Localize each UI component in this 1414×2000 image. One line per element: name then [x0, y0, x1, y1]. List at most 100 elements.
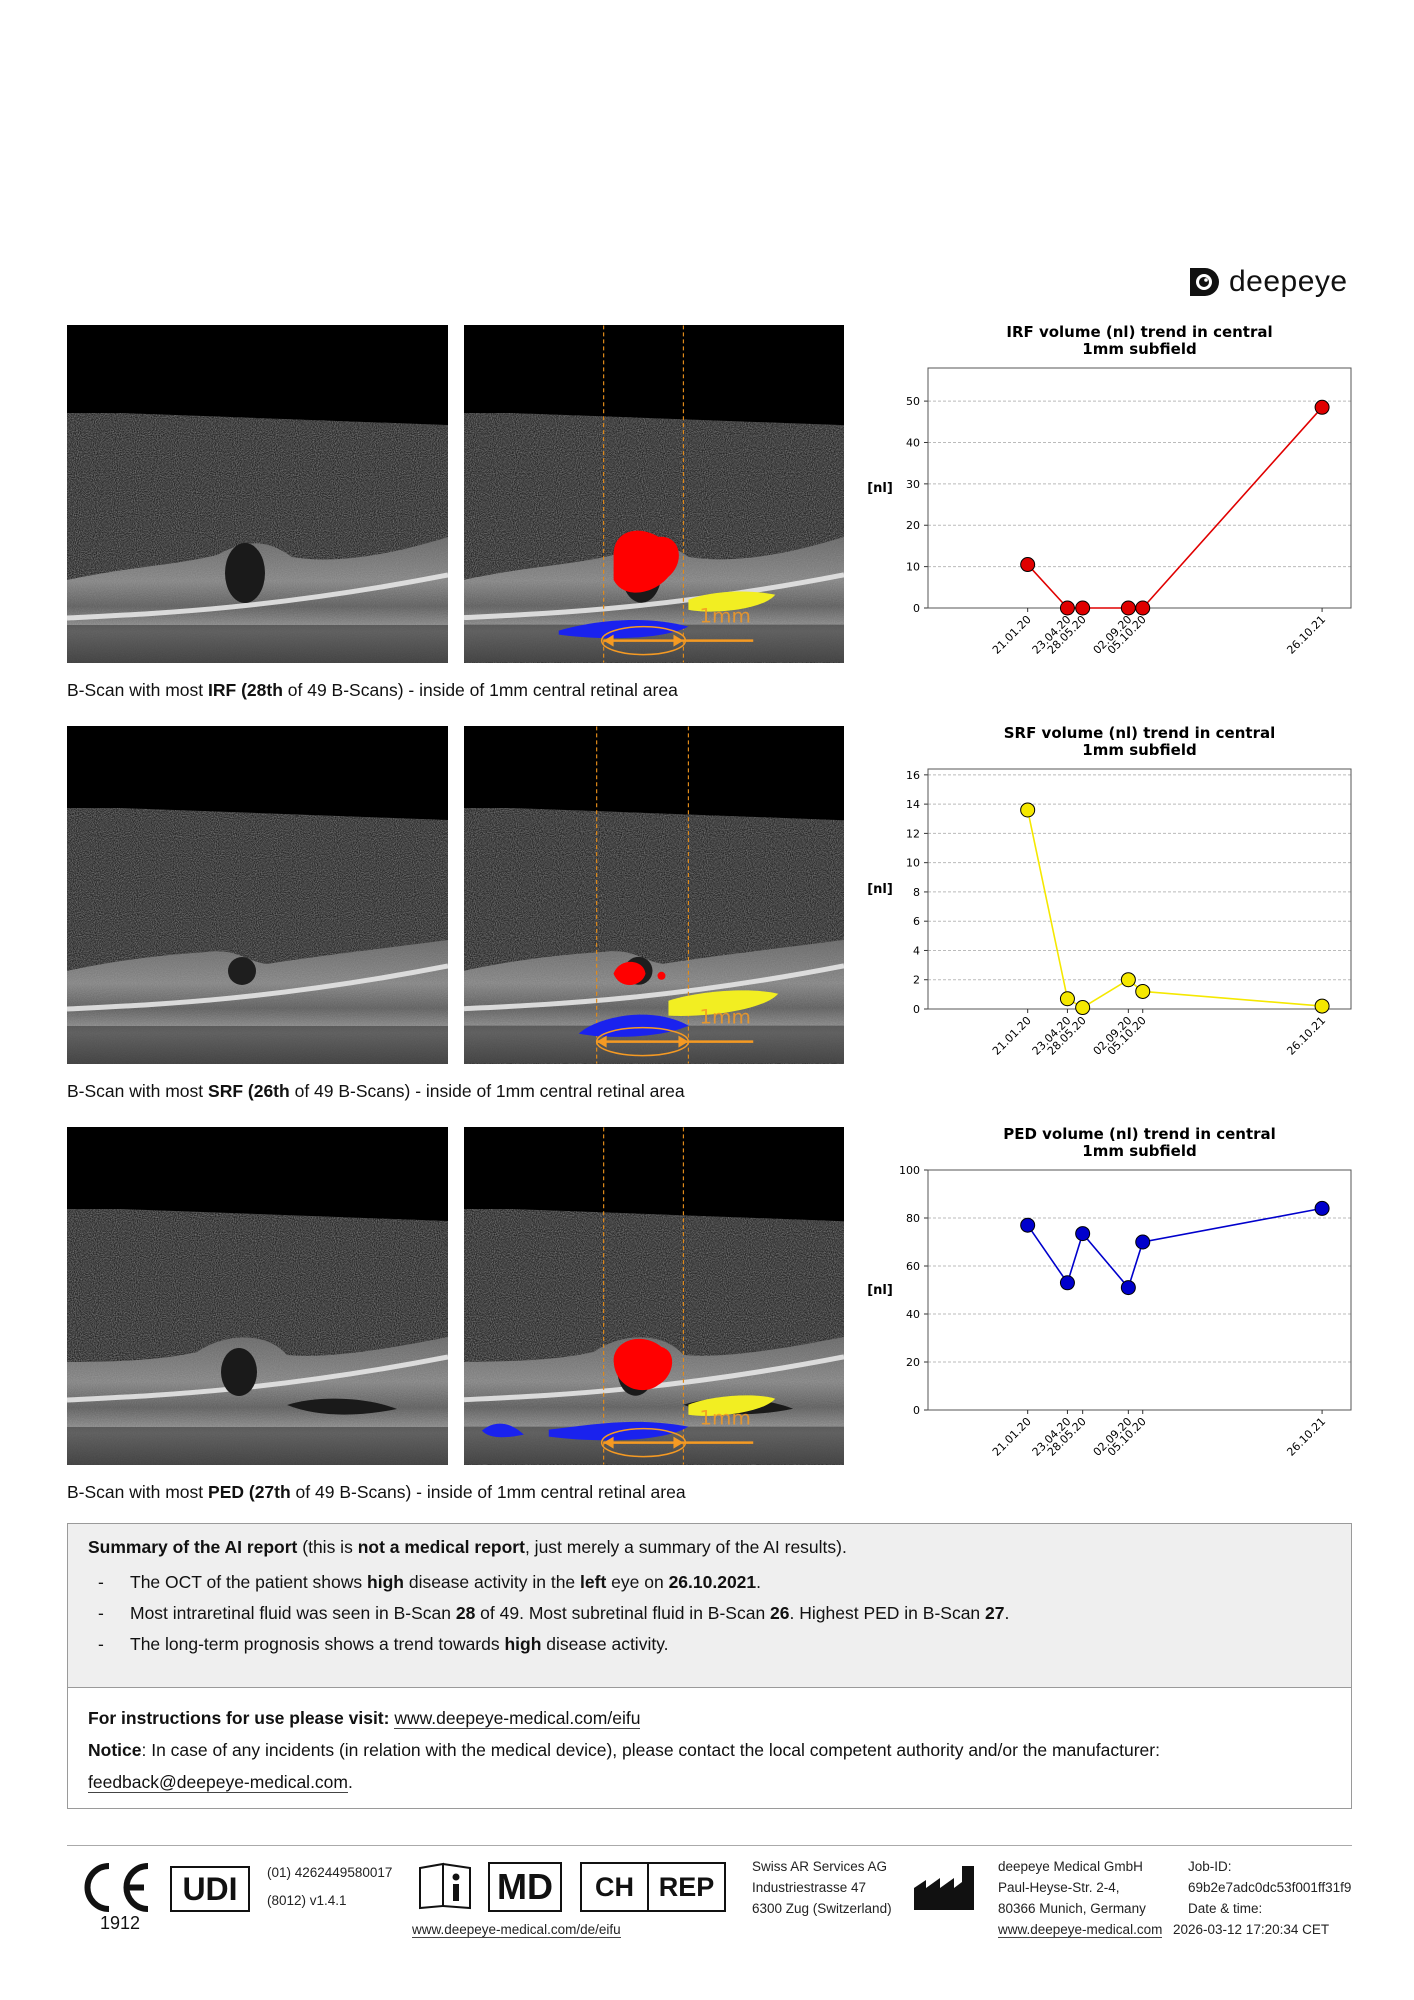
- y-tick-label: 50: [906, 395, 920, 408]
- data-point: [1075, 600, 1091, 616]
- ce-number: 1912: [100, 1913, 141, 1933]
- feedback-email-link[interactable]: feedback@deepeye-medical.com: [88, 1772, 348, 1793]
- data-point: [1135, 1234, 1151, 1250]
- scan-caption-ped: B-Scan with most PED (27th of 49 B-Scans…: [67, 1482, 686, 1502]
- chart-title: 1mm subfield: [1082, 340, 1196, 358]
- summary-title: Summary of the AI report (this is not a …: [88, 1537, 847, 1557]
- one-mm-label: 1mm: [699, 604, 751, 628]
- bscan-segmented-image-srf: 1mm: [464, 726, 844, 1064]
- y-axis-label: [nl]: [867, 1283, 893, 1298]
- chart-title: SRF volume (nl) trend in central: [1004, 724, 1276, 742]
- y-tick-label: 14: [906, 798, 920, 811]
- y-tick-label: 40: [906, 1308, 920, 1321]
- manufacturer-address: deepeye Medical GmbH Paul-Heyse-Str. 2-4…: [998, 1859, 1163, 1938]
- notice-line: Notice: In case of any incidents (in rel…: [88, 1740, 1160, 1793]
- job-info: Job-ID: 69b2e7adc0dc53f001ff31f9 Date & …: [1188, 1859, 1352, 1916]
- series-line: [1027, 406, 1323, 609]
- scan-caption-irf: B-Scan with most IRF (28th of 49 B-Scans…: [67, 680, 678, 700]
- data-point: [1135, 983, 1151, 999]
- brand-name: deepeye: [1229, 265, 1348, 298]
- x-tick-label: 21.01.20: [990, 1014, 1034, 1058]
- bscan-image-ped: [67, 1127, 448, 1465]
- data-point: [1059, 991, 1075, 1007]
- manufacturer-icon: [912, 1862, 980, 1912]
- y-tick-label: 10: [906, 561, 920, 574]
- data-point: [1314, 998, 1330, 1014]
- data-point: [1075, 1226, 1091, 1242]
- ifu-line: For instructions for use please visit: w…: [88, 1708, 641, 1729]
- y-tick-label: 4: [913, 944, 920, 957]
- y-tick-label: 20: [906, 519, 920, 532]
- ch-label: CH: [582, 1864, 650, 1910]
- deepeye-logo: deepeye: [1185, 262, 1355, 302]
- y-tick-label: 20: [906, 1356, 920, 1369]
- report-datetime: 2026-03-12 17:20:34 CET: [1173, 1922, 1330, 1937]
- eye-logo-icon: [1190, 268, 1219, 296]
- ai-summary-box: Summary of the AI report (this is not a …: [67, 1523, 1352, 1809]
- data-point: [1020, 557, 1036, 573]
- y-tick-label: 8: [913, 886, 920, 899]
- bscan-segmented-image-irf: 1mm: [464, 325, 844, 663]
- chart-title: IRF volume (nl) trend in central: [1006, 323, 1272, 341]
- manufacturer-web-link[interactable]: www.deepeye-medical.com: [998, 1922, 1163, 1938]
- summary-item: - The OCT of the patient shows high dise…: [98, 1572, 762, 1592]
- udi-line-1: (01) 4262449580017: [267, 1865, 393, 1880]
- y-tick-label: 80: [906, 1212, 920, 1225]
- y-axis-label: [nl]: [867, 882, 893, 897]
- plot-frame: [927, 768, 1352, 1010]
- ifu-link[interactable]: www.deepeye-medical.com/eifu: [394, 1708, 641, 1729]
- scan-caption-srf: B-Scan with most SRF (26th of 49 B-Scans…: [67, 1081, 685, 1101]
- y-tick-label: 16: [906, 769, 920, 782]
- y-tick-label: 0: [913, 602, 920, 615]
- y-tick-label: 6: [913, 915, 920, 928]
- md-symbol: MD: [488, 1862, 562, 1912]
- x-tick-label: 26.10.21: [1284, 613, 1328, 657]
- data-point: [1314, 399, 1330, 415]
- rep-label: REP: [658, 1871, 715, 1902]
- one-mm-label: 1mm: [699, 1406, 751, 1430]
- data-point: [1020, 802, 1036, 818]
- data-point: [1314, 1200, 1330, 1216]
- data-point: [1059, 600, 1075, 616]
- chart-title: PED volume (nl) trend in central: [1003, 1125, 1276, 1143]
- bscan-segmented-image-ped: 1mm: [464, 1127, 844, 1465]
- instructions-section: For instructions for use please visit: w…: [68, 1688, 1351, 1798]
- data-point: [1059, 1275, 1075, 1291]
- bscan-image-srf: [67, 726, 448, 1064]
- srf-trend-chart: SRF volume (nl) trend in central 1mm subf…: [860, 721, 1360, 1076]
- footer-divider: [67, 1845, 1352, 1846]
- x-tick-label: 21.01.20: [990, 613, 1034, 657]
- summary-item: - The long-term prognosis shows a trend …: [98, 1634, 669, 1654]
- y-tick-label: 12: [906, 827, 920, 840]
- eu-rep-address: Swiss AR Services AG Industriestrasse 47…: [752, 1859, 892, 1916]
- data-point: [1020, 1217, 1036, 1233]
- x-tick-label: 26.10.21: [1284, 1014, 1328, 1058]
- y-tick-label: 0: [913, 1003, 920, 1016]
- ped-trend-chart: PED volume (nl) trend in central 1mm subf…: [860, 1122, 1360, 1477]
- y-tick-label: 0: [913, 1404, 920, 1417]
- data-point: [1120, 972, 1136, 988]
- x-tick-label: 21.01.20: [990, 1415, 1034, 1459]
- irf-trend-chart: IRF volume (nl) trend in central 1mm subf…: [860, 320, 1360, 675]
- bscan-image-irf: [67, 325, 448, 663]
- ifu-book-icon: [417, 1862, 473, 1910]
- plot-frame: [927, 1169, 1352, 1411]
- eifu-link[interactable]: www.deepeye-medical.com/de/eifu: [412, 1922, 621, 1938]
- data-point: [1135, 600, 1151, 616]
- plot-frame: [927, 367, 1352, 609]
- y-tick-label: 40: [906, 436, 920, 449]
- ch-rep-symbol: CH REP: [580, 1862, 726, 1912]
- series-line: [1027, 1207, 1323, 1290]
- x-tick-label: 26.10.21: [1284, 1415, 1328, 1459]
- data-point: [1120, 1280, 1136, 1296]
- summary-section: Summary of the AI report (this is not a …: [68, 1524, 1351, 1688]
- summary-item: - Most intraretinal fluid was seen in B-…: [98, 1603, 1010, 1623]
- chart-title: 1mm subfield: [1082, 741, 1196, 759]
- job-id: 69b2e7adc0dc53f001ff31f9: [1188, 1880, 1352, 1895]
- y-axis-label: [nl]: [867, 481, 893, 496]
- y-tick-label: 2: [913, 974, 920, 987]
- chart-title: 1mm subfield: [1082, 1142, 1196, 1160]
